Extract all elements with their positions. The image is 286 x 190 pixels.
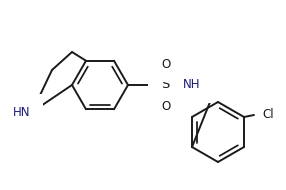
Text: O: O <box>161 58 171 70</box>
Text: NH: NH <box>183 78 201 92</box>
Text: S: S <box>161 78 169 92</box>
Text: HN: HN <box>13 105 31 119</box>
Text: Cl: Cl <box>262 108 274 121</box>
Text: O: O <box>161 100 171 112</box>
